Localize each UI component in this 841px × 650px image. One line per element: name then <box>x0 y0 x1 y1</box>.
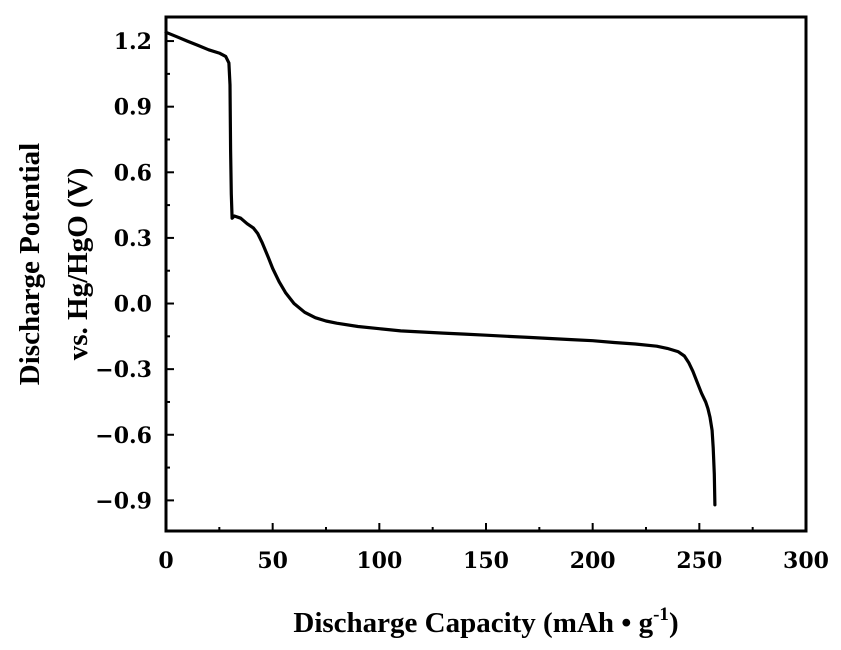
y-tick-label: 0.9 <box>114 95 152 121</box>
y-axis-title-line1: Discharge Potential <box>14 143 46 385</box>
x-tick-label: 0 <box>158 548 173 574</box>
discharge-curve <box>164 30 717 507</box>
y-tick-label: 0.6 <box>114 160 152 186</box>
y-tick-label: −0.3 <box>95 357 152 383</box>
x-tick-label: 200 <box>570 548 616 574</box>
x-axis-ticks: 0 50 100 150 200 250 300 <box>158 523 829 574</box>
y-axis-ticks: 1.2 0.9 0.6 0.3 0.0 −0.3 −0.6 −0.9 <box>95 29 174 514</box>
y-axis-title-line2: vs. Hg/HgO (V) <box>62 168 94 361</box>
y-tick-label: −0.9 <box>95 488 152 514</box>
y-tick-label: 0.0 <box>114 292 152 318</box>
x-tick-label: 100 <box>356 548 402 574</box>
series-layer <box>164 30 717 507</box>
x-tick-label: 50 <box>257 548 288 574</box>
y-tick-label: 0.3 <box>114 226 152 252</box>
y-tick-label: 1.2 <box>114 29 152 55</box>
x-axis-title-suffix: ) <box>669 607 679 639</box>
y-tick-label: −0.6 <box>95 423 152 449</box>
plot-frame <box>164 15 808 533</box>
x-tick-label: 250 <box>676 548 722 574</box>
x-axis-title: Discharge Capacity (mAh • g-1) <box>293 604 678 639</box>
x-axis-title-superscript: -1 <box>653 604 669 625</box>
x-axis-title-main: Discharge Capacity (mAh • g <box>293 607 653 639</box>
x-tick-label: 150 <box>463 548 509 574</box>
x-tick-label: 300 <box>783 548 829 574</box>
